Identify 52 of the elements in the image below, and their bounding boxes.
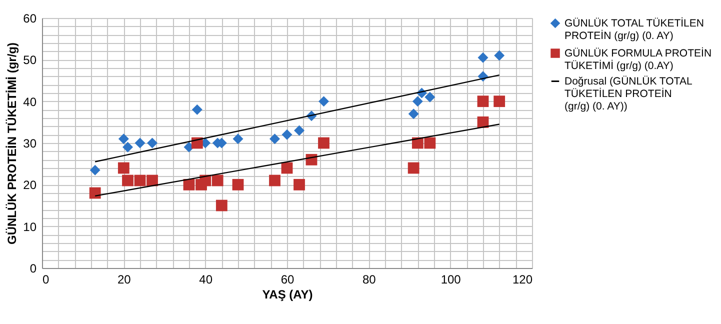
- point: [477, 96, 489, 108]
- y-tick-label: 30: [23, 136, 37, 150]
- x-tick-label: 100: [440, 272, 462, 286]
- legend-label: GÜNLÜK FORMULA PROTEİN TÜKETİMİ (gr/g) (0.AY): [564, 46, 712, 72]
- point: [134, 138, 146, 148]
- y-tick-label: 60: [23, 12, 37, 26]
- y-tick-label: 10: [23, 220, 37, 234]
- point: [294, 178, 305, 190]
- point: [269, 174, 280, 186]
- point: [318, 137, 330, 149]
- point: [408, 108, 419, 120]
- point: [212, 174, 224, 186]
- x-tick-label: 20: [117, 272, 132, 286]
- point: [294, 125, 304, 136]
- legend-label: GÜNLÜK TOTAL TÜKETİLEN PROTEİN (gr/g) (0. AY): [564, 16, 704, 42]
- point: [89, 187, 101, 199]
- point: [118, 134, 129, 144]
- point: [424, 137, 436, 149]
- point: [192, 104, 202, 115]
- y-tick-label: 20: [23, 178, 37, 192]
- point: [147, 138, 158, 148]
- point: [424, 92, 436, 102]
- point: [478, 52, 488, 63]
- point: [122, 174, 134, 186]
- point: [134, 174, 146, 186]
- point: [232, 178, 244, 190]
- point: [118, 162, 130, 174]
- point: [318, 96, 329, 107]
- point: [232, 134, 244, 144]
- point: [494, 96, 506, 108]
- legend-label: Doğrusal (GÜNLÜK TOTAL TÜKETİLEN PROTEİN (gr/g) (0. AY)): [564, 75, 692, 112]
- y-axis-title: GÜNLÜK PROTEİN TÜKETİMİ (gr/g): [5, 42, 20, 244]
- y-tick-label: 40: [23, 94, 37, 109]
- point: [183, 178, 195, 190]
- x-tick-label: 60: [280, 272, 294, 286]
- point: [122, 142, 133, 152]
- y-tick-label: 0: [30, 262, 37, 276]
- y-tick-label: 50: [23, 53, 37, 68]
- point: [146, 174, 158, 186]
- point: [90, 164, 100, 176]
- x-tick-label: 0: [42, 272, 50, 286]
- point: [494, 50, 505, 61]
- point: [281, 162, 293, 174]
- point: [408, 162, 420, 174]
- point: [282, 129, 292, 140]
- point: [216, 200, 228, 212]
- x-tick-label: 40: [199, 272, 213, 286]
- x-axis-title: YAŞ (AY): [262, 288, 313, 302]
- point: [412, 96, 423, 107]
- point: [270, 134, 280, 144]
- x-tick-label: 120: [512, 272, 533, 286]
- x-tick-label: 80: [362, 272, 376, 286]
